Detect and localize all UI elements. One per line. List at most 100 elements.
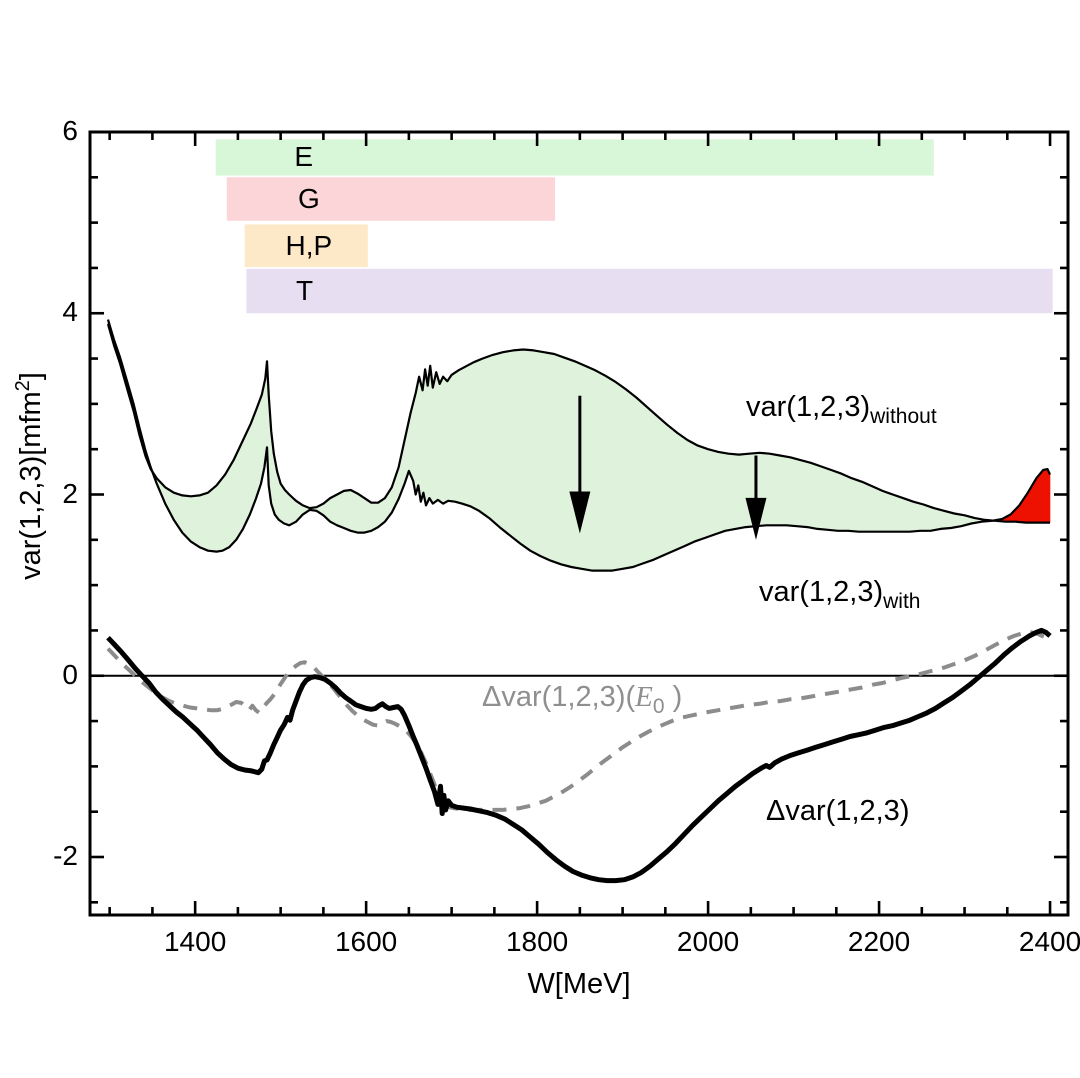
band-fill-segment	[216, 476, 223, 552]
band-fill-segment	[584, 365, 593, 571]
band-fill-segment	[806, 461, 812, 529]
band-fill-segment	[190, 495, 200, 548]
band-fill-segment	[707, 448, 716, 538]
band-fill-segment	[432, 372, 437, 505]
band-fill-segment	[796, 458, 801, 527]
band-fill-segment	[676, 432, 685, 550]
band-fill-segment	[615, 381, 623, 571]
band-fill-segment	[687, 439, 695, 546]
band-fill-segment	[560, 355, 565, 566]
band-fill-segment	[888, 492, 894, 533]
band-fill-segment	[837, 471, 842, 532]
band-fill-segment	[336, 490, 345, 529]
band-fill-segment	[1047, 468, 1051, 523]
band-fill-segment	[499, 351, 504, 531]
band-fill-segment	[940, 509, 945, 530]
band-fill-segment	[632, 394, 637, 568]
band-fill-segment	[810, 462, 818, 530]
band-fill-segment	[329, 494, 338, 526]
band-fill-segment	[714, 450, 719, 535]
band-fill-segment	[909, 500, 914, 533]
band-fill-segment	[902, 497, 911, 533]
band-fill-segment	[769, 453, 777, 526]
band-fill-segment	[728, 453, 736, 531]
band-fill-segment	[470, 361, 475, 509]
band-fill-segment	[786, 456, 791, 526]
band-fill-segment	[605, 375, 613, 571]
band-fill-segment	[622, 386, 627, 570]
band-fill-segment	[564, 357, 572, 568]
band-fill-segment	[488, 354, 494, 522]
band-fill-segment	[933, 507, 941, 531]
band-fill-segment	[591, 368, 596, 571]
band-fill-segment	[868, 484, 873, 533]
band-fill-segment	[250, 410, 257, 513]
band-fill-segment	[519, 349, 524, 547]
band-fill-segment	[482, 355, 490, 519]
band-fill-segment	[878, 488, 883, 533]
band-fill-segment	[343, 489, 352, 532]
band-fill-segment	[523, 349, 531, 552]
curve-delta-var	[106, 627, 1052, 884]
band-t	[246, 268, 1053, 314]
band-fill-segment	[882, 490, 890, 533]
curve-delta-var-e0	[106, 630, 1051, 812]
band-fill-segment	[224, 466, 230, 550]
band-fill-segment	[899, 496, 904, 533]
band-fill-segment	[415, 380, 419, 495]
band-fill-segment	[199, 492, 209, 552]
band-fill-segment	[242, 425, 251, 530]
band-fill-segment	[357, 493, 365, 533]
band-fill-segment	[543, 351, 552, 562]
band-fill-segment	[447, 373, 452, 502]
band-fill-segment	[851, 477, 859, 533]
band-fill-segment	[442, 375, 448, 505]
band-fill-segment	[509, 350, 514, 539]
band-fill-segment	[847, 476, 853, 532]
band-fill-segment	[464, 363, 471, 507]
band-fill-segment	[458, 368, 463, 504]
band-fill-segment	[1042, 468, 1048, 523]
band-fill-segment	[439, 376, 444, 505]
curve-var-without	[106, 323, 1050, 524]
band-fill-segment	[776, 454, 781, 526]
band-fill-segment	[871, 485, 880, 533]
band-fill-segment	[512, 349, 521, 545]
band-fill-segment	[233, 454, 237, 544]
band-fill-segment	[235, 441, 243, 541]
band-fill-segment	[550, 353, 555, 563]
band-fill-segment	[789, 456, 798, 527]
band-fill-segment	[478, 358, 483, 514]
band-fill-segment	[858, 480, 863, 533]
band-fill-segment	[540, 351, 545, 559]
band-fill-segment	[611, 379, 617, 571]
band-fill-segment	[683, 437, 688, 547]
band-fill-segment	[635, 396, 644, 567]
band-fill-segment	[451, 372, 456, 503]
curve-var-with	[106, 319, 1052, 572]
band-fill-segment	[570, 359, 576, 568]
arrow-down-head-2	[745, 497, 767, 540]
band-fill-segment	[454, 369, 459, 504]
band-fill-segment	[461, 366, 466, 506]
band-fill-segment	[830, 469, 839, 532]
band-fill-segment	[950, 512, 955, 529]
band-fill-segment	[738, 453, 747, 529]
band-fill-segment	[912, 501, 921, 532]
band-fill-segment	[704, 447, 709, 539]
band-fill-segment	[827, 468, 832, 531]
band-fill-segment	[673, 429, 678, 552]
band-fill-segment	[1037, 469, 1044, 523]
band-fill-segment	[841, 473, 849, 532]
band-fill-segment	[473, 359, 480, 512]
band-fill-segment	[533, 350, 541, 557]
band-fill-segment	[717, 451, 726, 534]
band-fill-segment	[656, 415, 664, 559]
band-fill-segment	[779, 455, 788, 526]
band-fill-segment	[666, 424, 675, 555]
band-fill-segment	[663, 421, 668, 556]
band-fill-segment	[694, 443, 699, 543]
band-fill-segment	[229, 459, 234, 548]
